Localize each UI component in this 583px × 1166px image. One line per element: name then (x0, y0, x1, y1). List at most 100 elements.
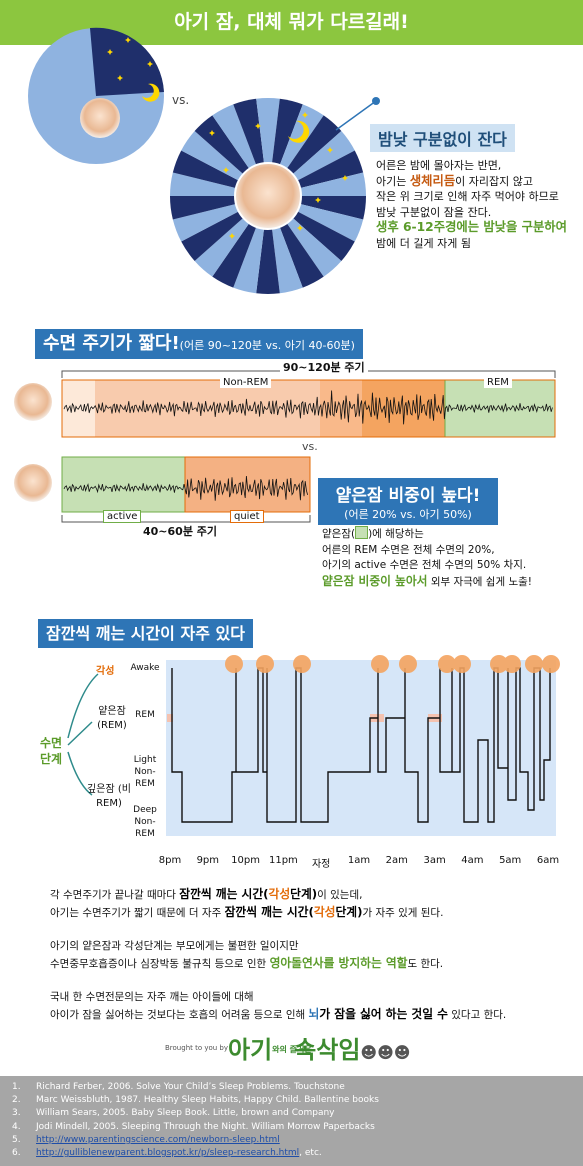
swatch (355, 526, 369, 539)
stage-band (61, 456, 186, 513)
logo-part: 속삭임 (294, 1036, 361, 1064)
eeg-wave (63, 475, 308, 501)
stage-band (362, 380, 445, 437)
text: 각 수면주기가 끝나갈 때마다 (50, 889, 180, 901)
stage-label: active (103, 510, 142, 523)
tree-arrows (67, 673, 99, 796)
text: 있다고 한다. (447, 1009, 507, 1021)
pointer (335, 100, 377, 131)
text: 얕은잠( (322, 528, 356, 540)
text-line: 국내 한 수면전문의는 자주 깨는 아이들에 대해 (50, 989, 506, 1006)
wedge (256, 196, 280, 294)
text: 어른은 밤에 몰아자는 반면, (376, 159, 502, 172)
x-axis-label: 2am (385, 855, 408, 866)
x-axis-label: 8pm (158, 855, 182, 866)
ref-text: Jodi Mindell, 2005. Sleeping Through the… (36, 1121, 375, 1132)
text-line: 아이가 잠을 싫어하는 것보다는 호흡의 어려움 등으로 인해 뇌가 잠을 싫어… (50, 1006, 506, 1024)
text: 이 자리잡지 않고 (455, 174, 534, 188)
ref-link[interactable]: http://www.parentingscience.com/newborn-… (36, 1134, 280, 1145)
star (229, 233, 235, 239)
cycle-label: 90~120분 주기 (280, 359, 368, 375)
stage-band (320, 380, 362, 437)
stars (107, 37, 153, 81)
highlight: 단계) (335, 905, 363, 919)
highlight: 생후 6-12주경에는 밤낮을 구분하여 (376, 220, 567, 234)
footer (0, 1076, 583, 1166)
text: 수면중무호흡증이나 심장박동 불규칙 등으로 인한 (50, 958, 270, 970)
ref-text: Marc Weissbluth, 1987. Healthy Sleep Hab… (36, 1095, 379, 1106)
stage-label: 깊은잠 (비REM) (87, 784, 131, 809)
text-line: 아기는 수면주기가 짧기 때문에 더 자주 잠깐씩 깨는 시간(각성단계)가 자… (50, 904, 506, 922)
text-line: 아기는 생체리듬이 자리잡지 않고 (376, 174, 567, 190)
bracket (61, 515, 311, 523)
night-wedge (90, 27, 164, 96)
star (327, 147, 333, 153)
cycle-label: 40~60분 주기 (140, 523, 221, 539)
wedge (256, 97, 280, 196)
text-line: 아기의 얕은잠과 각성단계는 부모에게는 불편한 일이지만 (50, 938, 506, 955)
x-axis-label: 6am (536, 855, 560, 866)
text: 밤낮 구분없이 잠을 잔다. (376, 205, 492, 219)
text-line: 수면중무호흡증이나 심장박동 불규칙 등으로 인한 영아돌연사를 방지하는 역할… (50, 955, 506, 973)
ref-text: Richard Ferber, 2006. Solve Your Child’s… (36, 1082, 345, 1092)
reference: 3. William Sears, 2005. Baby Sleep Book. … (12, 1107, 379, 1120)
reference: 6. http://gulliblenewparent.blogspot.kr/p… (12, 1147, 379, 1160)
baby-face (80, 98, 120, 138)
baby-face (234, 162, 302, 230)
paragraph: 국내 한 수면전문의는 자주 깨는 아이들에 대해 아이가 잠을 싫어하는 것보다… (50, 989, 506, 1024)
ref-link[interactable]: http://gulliblenewparent.blogspot.kr/p/s… (36, 1148, 300, 1159)
text-line: 얕은잠 비중이 높아서 외부 자극에 쉽게 노출! (322, 574, 532, 591)
graphics (14, 27, 560, 836)
star (297, 225, 303, 231)
x-axis-label: 자정 (311, 859, 331, 870)
highlight: 각성 (313, 905, 336, 919)
highlight: 생체리듬 (409, 173, 456, 188)
section-heading: 잠깐씩 깨는 시간이 자주 있다 (38, 619, 253, 648)
reference: 5. http://www.parentingscience.com/newbor… (12, 1134, 379, 1147)
reference: 4. Jodi Mindell, 2005. Sleeping Through t… (12, 1121, 379, 1134)
section-heading: 수면 주기가 짧다!(어른 90~120분 vs. 아기 40-60분) (35, 329, 363, 359)
x-axis-label: 3am (423, 855, 446, 866)
star (125, 37, 131, 43)
x-axis-label: 9pm (196, 855, 220, 866)
highlight: 잠깐씩 깨는 시간( (224, 905, 314, 919)
star (107, 49, 113, 55)
section-heading: 얕은잠 비중이 높다! (어른 20% vs. 아기 50%) (318, 478, 498, 525)
x-axis-label: 4am (461, 855, 484, 866)
text: 밤에 더 길게 자게 됨 (376, 236, 471, 250)
adult-face (14, 383, 52, 421)
ref-number: 5. (12, 1134, 21, 1145)
text: 아기의 active 수면은 전체 수면의 50% 차지. (322, 559, 527, 571)
heading-note: (어른 90~120분 vs. 아기 40-60분) (179, 339, 355, 352)
references: 1. Richard Ferber, 2006. Solve Your Child… (12, 1081, 379, 1160)
baby-face (14, 464, 52, 502)
heading-text: 수면 주기가 짧다! (43, 333, 180, 354)
awake-markers (225, 655, 560, 673)
frame (61, 379, 556, 438)
ref-number: 4. (12, 1121, 21, 1132)
stage-label: quiet (230, 510, 264, 523)
paragraph: 어른은 밤에 몰아자는 반면, 아기는 생체리듬이 자리잡지 않고 작은 위 크기로… (376, 158, 567, 251)
text: 외부 자극에 쉽게 노출! (427, 575, 532, 588)
reference: 2. Marc Weissbluth, 1987. Healthy Sleep H… (12, 1094, 379, 1107)
tree-root: 수면 단계 (39, 736, 63, 766)
y-axis-label: REM (135, 710, 155, 720)
x-axis-label: 10pm (231, 855, 260, 866)
text-line: 각 수면주기가 끝나갈 때마다 잠깐씩 깨는 시간(각성단계)이 있는데, (50, 886, 506, 904)
reference: 1. Richard Ferber, 2006. Solve Your Child… (12, 1081, 379, 1094)
star (223, 167, 229, 173)
eeg-wave (63, 390, 553, 425)
star (117, 75, 123, 81)
text-line: 아기의 active 수면은 전체 수면의 50% 차지. (322, 558, 532, 574)
highlight: 영아돌연사를 방지하는 역할 (269, 956, 408, 970)
star (147, 61, 153, 67)
moon (142, 83, 160, 102)
x-axis-label: 5am (499, 855, 522, 866)
text-line: 얕은잠()에 해당하는 (322, 526, 532, 543)
text-line: 어른은 밤에 몰아자는 반면, (376, 158, 567, 174)
text: 아기는 (376, 174, 410, 188)
highlight: 단계) (290, 887, 318, 901)
moon (288, 120, 310, 143)
highlight: 뇌 (308, 1007, 320, 1021)
